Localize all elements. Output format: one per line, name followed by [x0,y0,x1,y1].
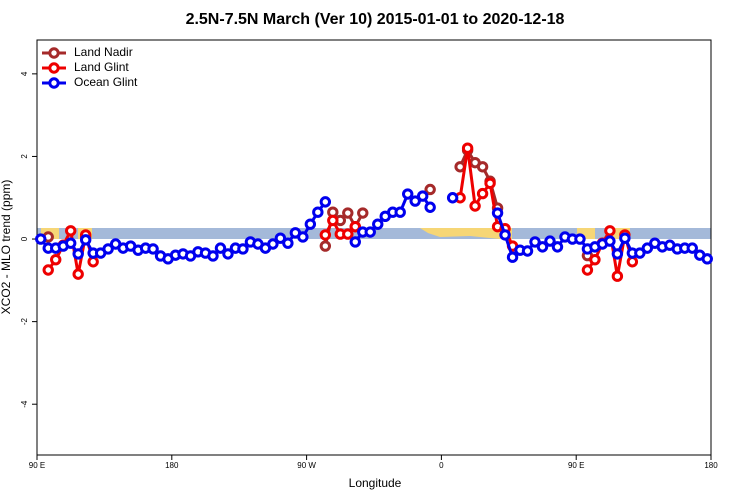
x-tick-label: 180 [704,461,718,470]
point [214,242,227,254]
point [304,218,317,230]
point [529,236,541,248]
point [701,253,713,265]
point [312,206,324,218]
legend-label: Ocean Glint [74,75,138,89]
point [619,232,631,244]
legend-label: Land Nadir [74,45,133,59]
point [297,231,309,243]
point [611,248,624,260]
point [626,256,639,268]
point [416,190,429,202]
point [536,241,549,253]
point [634,247,646,259]
point [274,232,287,244]
point [222,248,234,260]
land-band [577,228,595,239]
point [267,238,279,250]
y-axis-label: XCO2 - MLO trend (ppm) [0,180,13,315]
point [402,188,414,200]
point [484,177,496,189]
point [87,256,99,268]
point [476,161,489,173]
point [319,196,332,208]
point [604,225,616,237]
point [491,207,504,219]
point [461,142,474,154]
point [42,264,54,276]
point [499,229,511,241]
point [237,243,249,255]
legend-marker [48,47,60,59]
y-tick-label: 4 [20,71,29,76]
y-tick-label: -2 [20,318,29,326]
point [207,250,219,262]
legend-marker [48,77,60,89]
point [469,200,481,212]
series-line [47,147,634,277]
point [604,235,616,247]
point [147,243,159,255]
point [446,192,459,204]
point [327,214,339,227]
x-tick-label: 0 [439,461,444,470]
x-tick-label: 180 [165,461,179,470]
point [72,268,84,280]
chart-title: 2.5N-7.5N March (Ver 10) 2015-01-01 to 2… [186,11,565,28]
point [424,201,436,213]
point [394,206,406,218]
point [342,207,354,219]
point [65,225,77,237]
point [506,251,519,263]
point [72,248,84,260]
x-axis-label: Longitude [349,476,402,490]
y-tick-label: -4 [20,400,29,408]
land-band [420,228,512,239]
x-tick-label: 90 W [297,461,316,470]
point [476,187,489,200]
point [611,270,624,282]
point [319,229,332,241]
point [551,241,564,253]
point [521,245,534,257]
point [589,253,601,266]
legend-label: Land Glint [74,60,129,74]
x-tick-label: 90 E [29,461,45,470]
point [349,236,361,248]
point [282,237,294,249]
point [581,264,594,276]
y-tick-label: 2 [20,154,29,159]
point [79,234,92,246]
point [372,218,384,230]
point [102,243,114,255]
point [364,226,376,238]
point [424,183,436,196]
point [65,237,77,249]
point [544,235,556,247]
legend-marker [48,62,60,74]
point [357,207,369,219]
point [641,242,654,254]
point [574,233,586,245]
point [686,242,698,254]
point [319,240,332,252]
x-tick-label: 90 E [568,461,584,470]
point [342,228,354,240]
plot-frame [36,39,712,456]
point [50,253,62,266]
point [409,195,421,207]
point [35,233,47,245]
y-tick-label: 0 [20,236,29,241]
point [349,220,361,233]
